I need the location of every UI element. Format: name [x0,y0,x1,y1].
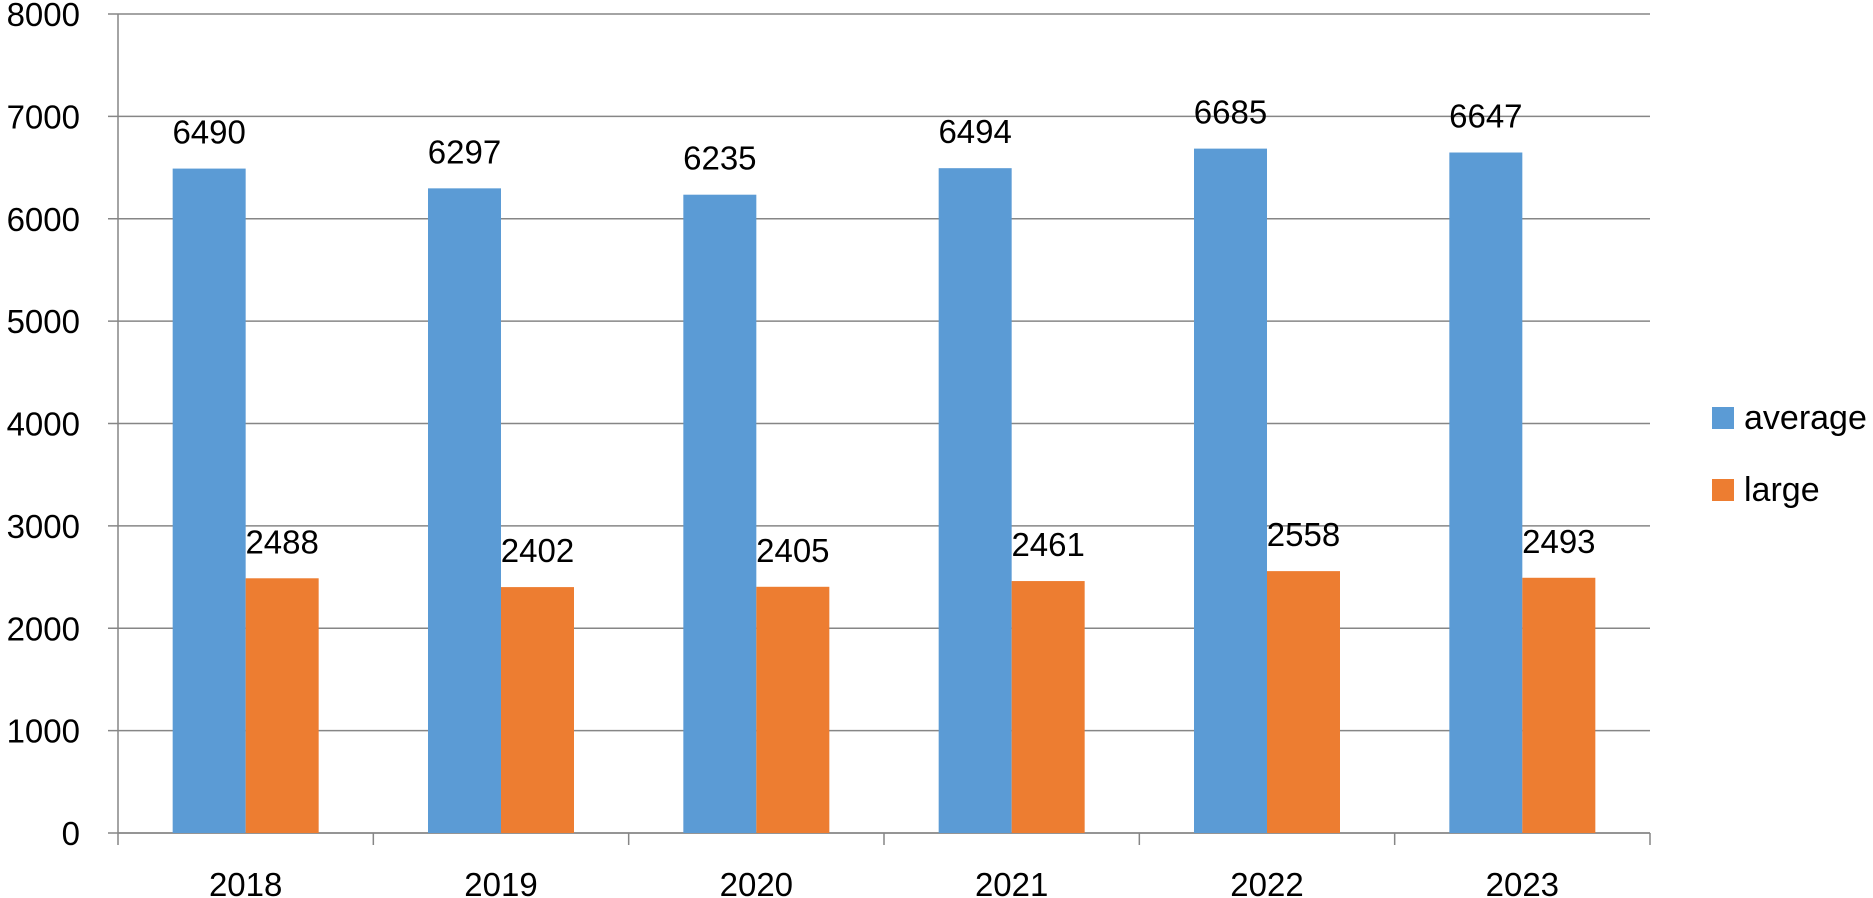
bar-large [245,578,319,833]
bar-average [1449,152,1523,834]
data-label-average: 6685 [1194,94,1267,131]
legend-label-average: average [1744,398,1867,437]
y-tick-label: 4000 [7,406,80,443]
data-label-large: 2488 [245,523,318,560]
bar-large [756,586,830,833]
y-tick-label: 0 [62,815,80,852]
y-tick-label: 3000 [7,508,80,545]
data-label-average: 6235 [683,140,756,177]
bar-average [683,194,757,833]
bar-average [1194,148,1267,834]
data-label-large: 2558 [1267,516,1340,553]
bar-average [172,168,246,833]
legend-swatch-average [1712,407,1734,429]
data-label-large: 2405 [756,532,829,569]
gridlines [108,13,1650,834]
y-tick-label: 2000 [7,610,80,647]
x-tick-label: 2023 [1486,866,1559,898]
x-tick-label: 2022 [1230,866,1303,898]
x-tick-label: 2020 [720,866,793,898]
bars [172,148,1596,834]
bar-average [428,188,501,834]
x-tick-label: 2019 [464,866,537,898]
data-label-large: 2493 [1522,523,1595,560]
bar-average [938,168,1012,833]
x-tick-label: 2018 [209,866,282,898]
bar-large [1522,577,1596,833]
bar-large [1267,571,1340,833]
data-label-large: 2461 [1011,526,1084,563]
legend-item-large: large [1712,466,1867,514]
data-labels: 6490 6297 6235 6494 6685 6647 2488 2402 2405 2461… [172,94,1595,569]
y-tick-label: 8000 [7,0,80,33]
y-tick-label: 6000 [7,201,80,238]
legend: average large [1712,394,1867,538]
data-label-average: 6490 [172,114,245,151]
y-tick-label: 1000 [7,713,80,750]
legend-swatch-large [1712,479,1734,501]
x-tick-label: 2021 [975,866,1048,898]
bar-large [1011,581,1085,833]
y-tick-label: 5000 [7,303,80,340]
data-label-average: 6647 [1449,98,1522,135]
legend-label-large: large [1744,470,1820,509]
y-tick-label: 7000 [7,98,80,135]
data-label-average: 6494 [938,113,1011,150]
data-label-large: 2402 [501,532,574,569]
bar-large [501,587,574,833]
axes: 0 1000 2000 3000 4000 5000 6000 7000 8000 2018 201… [7,0,1651,898]
data-label-average: 6297 [428,133,501,170]
legend-item-average: average [1712,394,1867,442]
